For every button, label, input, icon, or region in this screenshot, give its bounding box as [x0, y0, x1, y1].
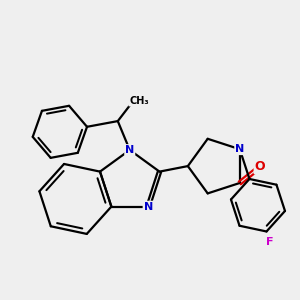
Text: CH₃: CH₃	[129, 96, 149, 106]
Text: O: O	[255, 160, 265, 173]
Text: N: N	[143, 202, 153, 212]
Text: F: F	[266, 237, 274, 247]
Text: N: N	[125, 145, 134, 155]
Text: N: N	[235, 144, 244, 154]
